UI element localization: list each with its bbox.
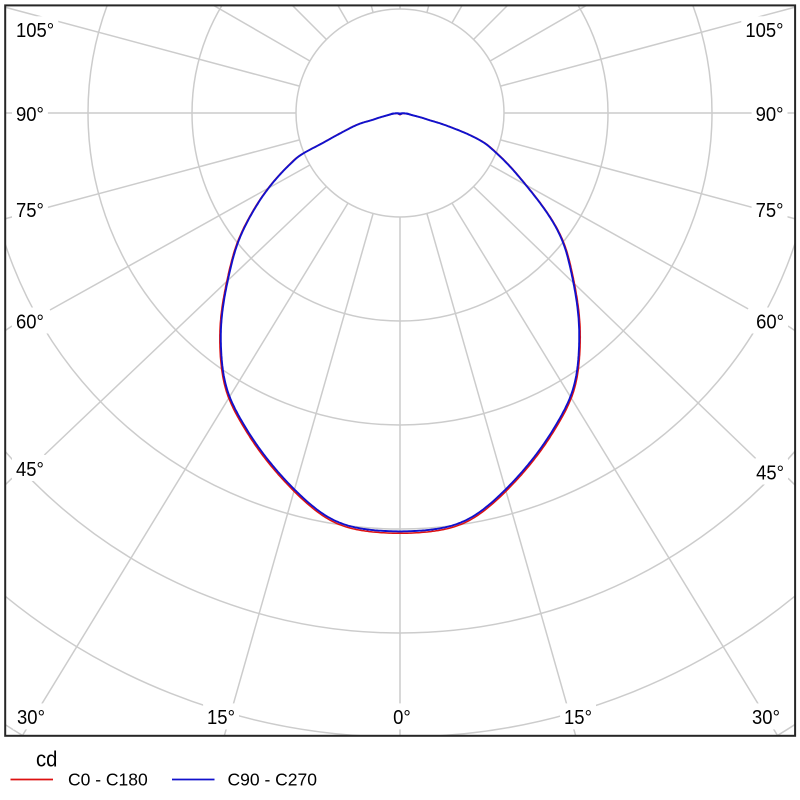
svg-text:60°: 60° bbox=[756, 310, 784, 333]
svg-text:0°: 0° bbox=[393, 706, 411, 729]
svg-text:105°: 105° bbox=[16, 19, 54, 42]
svg-text:90°: 90° bbox=[16, 103, 44, 126]
svg-text:75°: 75° bbox=[16, 199, 44, 222]
svg-text:15°: 15° bbox=[207, 706, 235, 729]
svg-text:C90 - C270: C90 - C270 bbox=[228, 770, 318, 790]
svg-text:15°: 15° bbox=[564, 706, 592, 729]
svg-text:cd: cd bbox=[36, 748, 57, 772]
svg-text:30°: 30° bbox=[752, 706, 780, 729]
svg-text:75°: 75° bbox=[756, 199, 784, 222]
svg-text:C0 - C180: C0 - C180 bbox=[68, 770, 148, 790]
svg-text:30°: 30° bbox=[17, 706, 45, 729]
svg-text:45°: 45° bbox=[756, 461, 784, 484]
svg-text:105°: 105° bbox=[745, 19, 783, 42]
svg-text:60°: 60° bbox=[16, 310, 44, 333]
svg-text:45°: 45° bbox=[16, 458, 44, 481]
svg-text:90°: 90° bbox=[756, 103, 784, 126]
